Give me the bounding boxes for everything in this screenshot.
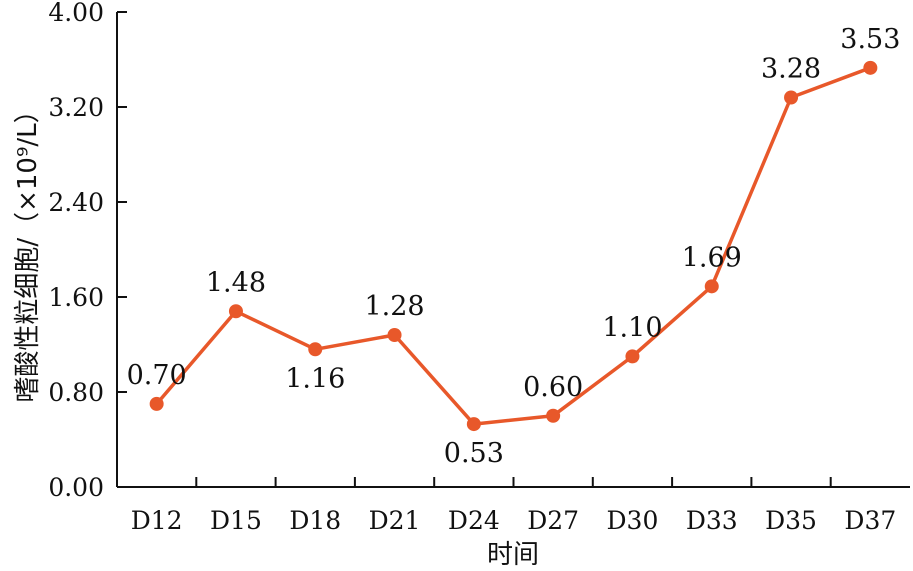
- x-tick-label: D12: [131, 506, 183, 535]
- data-points: [149, 60, 878, 432]
- series-polyline: [155, 66, 872, 426]
- tick-marks: [117, 11, 832, 488]
- data-point: [704, 279, 719, 294]
- data-point: [228, 304, 243, 319]
- x-tick-label: D24: [448, 506, 500, 535]
- data-label: 1.28: [364, 291, 424, 322]
- data-point: [784, 90, 799, 105]
- y-tick-label: 4.00: [48, 0, 104, 27]
- data-point: [546, 408, 561, 423]
- x-tick-label: D30: [607, 506, 659, 535]
- data-label: 0.70: [127, 360, 187, 391]
- data-label: 0.53: [444, 438, 504, 469]
- data-label: 3.28: [761, 54, 821, 85]
- x-tick-label: D35: [765, 506, 817, 535]
- y-tick-label: 1.60: [48, 283, 104, 312]
- data-point: [308, 342, 323, 357]
- data-label: 3.53: [840, 24, 900, 55]
- data-label: 0.60: [523, 372, 583, 403]
- y-tick-label: 0.80: [48, 378, 104, 407]
- data-label: 1.10: [602, 312, 662, 343]
- x-tick-label: D21: [369, 506, 421, 535]
- data-point: [466, 417, 481, 432]
- y-tick-label: 2.40: [48, 188, 104, 217]
- x-tick-label: D37: [844, 506, 896, 535]
- y-tick-label: 0.00: [48, 473, 104, 502]
- data-point: [149, 396, 164, 411]
- data-point: [625, 349, 640, 364]
- x-axis-title: 时间: [487, 540, 539, 570]
- x-tick-label: D15: [210, 506, 262, 535]
- series-line: [155, 66, 872, 426]
- x-tick-label: D27: [527, 506, 579, 535]
- y-axis-title: 嗜酸性粒细胞/（×10⁹/L）: [13, 97, 43, 402]
- x-tick-label: D33: [686, 506, 738, 535]
- data-label: 1.48: [206, 267, 266, 298]
- data-label: 1.16: [285, 363, 345, 394]
- data-labels: 0.70 1.48 1.16 1.28 0.53 0.60 1.10 1.69 3.28 3.53: [127, 24, 901, 469]
- data-point: [863, 60, 878, 75]
- tick-labels: 0.00 0.80 1.60 2.40 3.20 4.00 D12 D15 D18 D21 D24 D…: [48, 0, 896, 535]
- data-label: 1.69: [682, 242, 742, 273]
- x-tick-label: D18: [289, 506, 341, 535]
- y-tick-label: 3.20: [48, 93, 104, 122]
- data-point: [387, 328, 402, 342]
